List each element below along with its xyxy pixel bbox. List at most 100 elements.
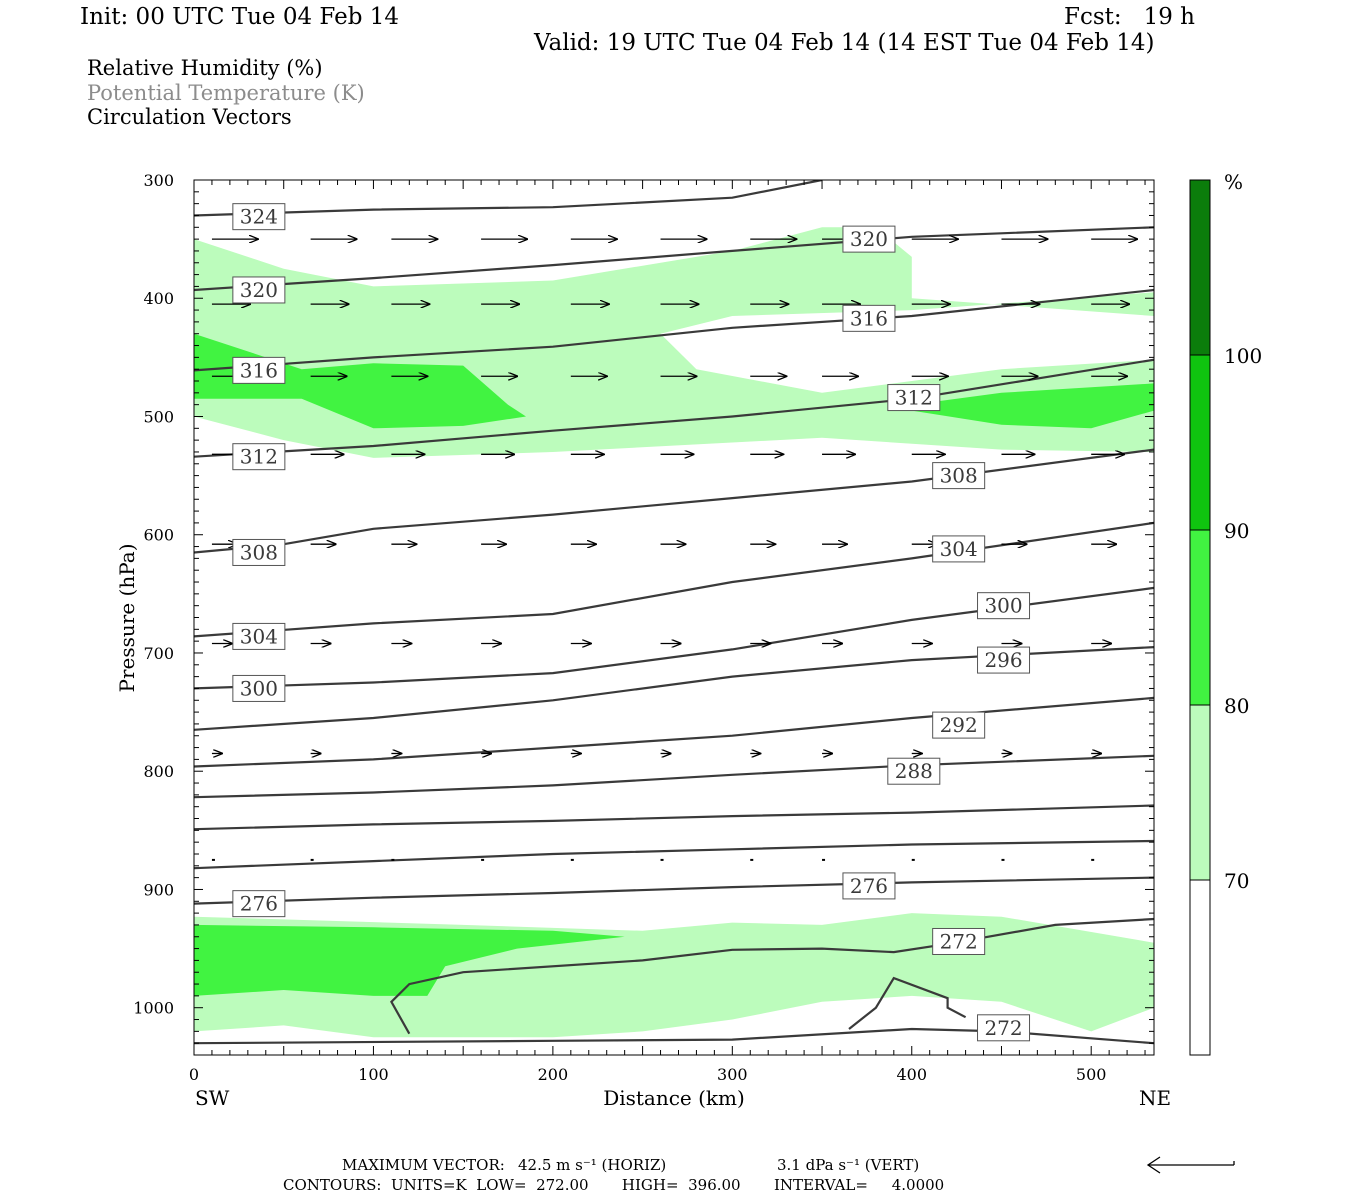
svg-text:308: 308 <box>940 464 978 488</box>
theta-contour-324-0 <box>194 180 823 217</box>
x-right-end-label: NE <box>1139 1086 1171 1110</box>
contour-label-312-6: 312 <box>887 384 941 412</box>
contour-label-304-9: 304 <box>232 622 286 650</box>
relative-humidity-shading <box>194 227 1154 1038</box>
svg-text:312: 312 <box>240 445 278 469</box>
svg-text:320: 320 <box>850 227 888 251</box>
y-tick-label-1000: 1000 <box>133 999 174 1018</box>
max-vector-label: MAXIMUM VECTOR: <box>342 1156 505 1174</box>
contour-label-292-14: 292 <box>932 711 986 739</box>
svg-text:272: 272 <box>940 929 978 953</box>
contour-label-320-2: 320 <box>842 225 896 253</box>
theta-contour-276-12 <box>194 876 1154 905</box>
y-tick-label-600: 600 <box>143 526 174 545</box>
y-tick-label-700: 700 <box>143 644 174 663</box>
theta-contour-308-4 <box>194 448 1154 554</box>
contour-label-272-18: 272 <box>932 927 986 955</box>
contour-label-324-0: 324 <box>232 203 286 231</box>
y-tick-label-300: 300 <box>143 171 174 190</box>
contour-label-300-12: 300 <box>977 592 1031 620</box>
contour-label-316-3: 316 <box>232 356 286 384</box>
colorbar-unit: % <box>1224 170 1243 194</box>
y-tick-label-800: 800 <box>143 762 174 781</box>
theta-contour-304-5 <box>194 521 1154 638</box>
svg-text:320: 320 <box>240 278 278 302</box>
x-axis-label: Distance (km) <box>603 1086 745 1110</box>
colorbar-segment-4 <box>1190 180 1210 355</box>
contour-label-316-4: 316 <box>842 304 896 332</box>
svg-text:316: 316 <box>850 306 888 330</box>
colorbar-level-70: 70 <box>1224 869 1249 893</box>
svg-text:276: 276 <box>240 892 278 916</box>
y-tick-label-900: 900 <box>143 880 174 899</box>
contour-label-308-8: 308 <box>932 462 986 490</box>
theta-contour-280-11 <box>194 839 1154 870</box>
x-tick-label-0: 0 <box>189 1065 199 1084</box>
x-tick-label-300: 300 <box>717 1065 748 1084</box>
svg-text:304: 304 <box>940 537 978 561</box>
theta-contour-272-14 <box>848 976 967 1030</box>
svg-text:296: 296 <box>984 648 1022 672</box>
legend-potential-temperature: Potential Temperature (K) <box>87 81 365 105</box>
colorbar-segment-2 <box>1190 530 1210 705</box>
relative-humidity-colorbar: 70 80 90 100 <box>1189 179 1262 1056</box>
svg-text:288: 288 <box>895 759 933 783</box>
svg-text:316: 316 <box>240 358 278 382</box>
max-vector-reference-arrow <box>1146 1156 1235 1174</box>
theta-contour-292-8 <box>194 696 1154 768</box>
potential-temperature-contours <box>194 180 1154 1045</box>
colorbar-segment-3 <box>1190 355 1210 530</box>
max-vector-vertical: 3.1 dPa s⁻¹ (VERT) <box>777 1156 920 1174</box>
contour-label-312-5: 312 <box>232 443 286 471</box>
colorbar-segment-1 <box>1190 705 1210 880</box>
svg-text:300: 300 <box>240 676 278 700</box>
valid-time: Valid: 19 UTC Tue 04 Feb 14 (14 EST Tue … <box>534 30 1155 56</box>
colorbar-frame <box>1189 179 1211 1056</box>
y-axis-label: Pressure (hPa) <box>115 544 139 693</box>
svg-text:272: 272 <box>984 1016 1022 1040</box>
colorbar-segment-0 <box>1190 880 1210 1055</box>
contour-label-304-10: 304 <box>932 535 986 563</box>
legend-circulation-vectors: Circulation Vectors <box>87 105 292 129</box>
contour-label-288-15: 288 <box>887 757 941 785</box>
contour-label-296-13: 296 <box>977 646 1031 674</box>
rh-region-80-90-4 <box>194 924 625 996</box>
theta-contour-284-10 <box>194 804 1154 831</box>
theta-contour-296-7 <box>194 646 1154 731</box>
svg-text:312: 312 <box>895 386 933 410</box>
contour-info: CONTOURS: UNITS=K LOW= 272.00 HIGH= 396.… <box>283 1176 945 1194</box>
x-tick-label-500: 500 <box>1076 1065 1107 1084</box>
x-tick-label-100: 100 <box>358 1065 389 1084</box>
rh-region-80-90-3 <box>911 383 1154 429</box>
init-time: Init: 00 UTC Tue 04 Feb 14 <box>80 4 400 30</box>
x-left-end-label: SW <box>195 1086 230 1110</box>
contour-label-276-16: 276 <box>232 890 286 918</box>
theta-contour-288-9 <box>194 754 1154 799</box>
contour-labels: 324 320 320 316 316 312 312 308 308 304 304 300 300 2… <box>232 203 1031 1042</box>
svg-text:292: 292 <box>940 713 978 737</box>
theta-contour-316-2 <box>194 288 1154 372</box>
theta-contour-300-6 <box>194 586 1154 690</box>
forecast-hour: Fcst: 19 h <box>1064 4 1195 30</box>
axes: 300 400 500 600 700 800 900 1000 0 100 200 300 400 50… <box>133 171 1154 1084</box>
colorbar-level-90: 90 <box>1224 519 1249 543</box>
contour-label-276-17: 276 <box>842 872 896 900</box>
x-tick-label-200: 200 <box>538 1065 569 1084</box>
svg-text:308: 308 <box>240 540 278 564</box>
legend-relative-humidity: Relative Humidity (%) <box>87 56 323 80</box>
svg-text:304: 304 <box>240 624 278 648</box>
contour-label-300-11: 300 <box>232 674 286 702</box>
max-vector-horizontal: 42.5 m s⁻¹ (HORIZ) <box>518 1156 667 1174</box>
svg-text:324: 324 <box>240 205 278 229</box>
theta-contour-312-3 <box>194 358 1154 458</box>
contour-label-320-1: 320 <box>232 276 286 304</box>
svg-text:300: 300 <box>984 594 1022 618</box>
x-tick-label-400: 400 <box>896 1065 927 1084</box>
contour-label-272-19: 272 <box>977 1014 1031 1042</box>
circulation-vectors <box>211 239 1137 861</box>
y-tick-label-500: 500 <box>143 407 174 426</box>
rh-region-80-90-2 <box>194 333 526 429</box>
y-tick-label-400: 400 <box>143 289 174 308</box>
svg-text:276: 276 <box>850 874 888 898</box>
